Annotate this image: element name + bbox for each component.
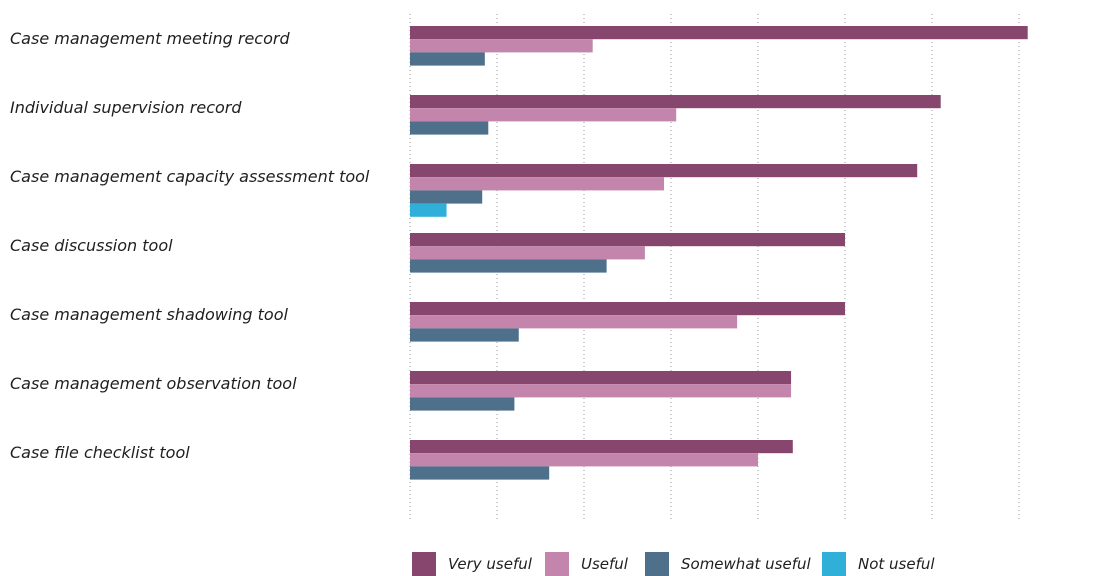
bar-6-0 (410, 440, 793, 454)
legend-label-3: Not useful (858, 555, 935, 573)
category-label-0: Case management meeting record (10, 29, 290, 48)
category-label-6: Case file checklist tool (10, 443, 190, 462)
bar-1-0 (410, 95, 941, 109)
bars (410, 26, 1028, 480)
legend-label-2: Somewhat useful (681, 555, 811, 573)
legend-swatch-3 (822, 552, 846, 576)
bar-5-1 (410, 384, 792, 398)
category-label-5: Case management observation tool (10, 374, 297, 393)
category-label-4: Case management shadowing tool (10, 305, 289, 324)
bar-3-2 (410, 259, 607, 273)
bar-5-2 (410, 397, 515, 411)
bar-6-2 (410, 466, 550, 480)
bar-2-2 (410, 190, 483, 204)
legend-swatch-2 (645, 552, 669, 576)
bar-5-0 (410, 371, 792, 385)
category-label-2: Case management capacity assessment tool (10, 167, 370, 186)
bar-0-2 (410, 52, 485, 66)
bar-1-1 (410, 108, 677, 122)
bar-2-3 (410, 203, 447, 217)
bar-3-0 (410, 233, 845, 247)
legend: Very useful Useful Somewhat useful Not usef… (412, 552, 935, 576)
category-label-1: Individual supervision record (10, 98, 242, 117)
bar-2-1 (410, 177, 665, 191)
legend-label-1: Useful (581, 555, 629, 573)
category-label-3: Case discussion tool (10, 236, 173, 255)
bar-1-2 (410, 121, 489, 135)
bar-4-0 (410, 302, 845, 316)
legend-swatch-1 (545, 552, 569, 576)
bar-4-2 (410, 328, 519, 342)
bar-0-1 (410, 39, 593, 53)
bar-6-1 (410, 453, 758, 467)
category-labels: Case management meeting record Individual… (10, 29, 370, 462)
bar-0-0 (410, 26, 1028, 40)
legend-label-0: Very useful (448, 555, 533, 573)
bar-4-1 (410, 315, 738, 329)
bar-3-1 (410, 246, 645, 260)
legend-swatch-0 (412, 552, 436, 576)
bar-2-0 (410, 164, 918, 178)
